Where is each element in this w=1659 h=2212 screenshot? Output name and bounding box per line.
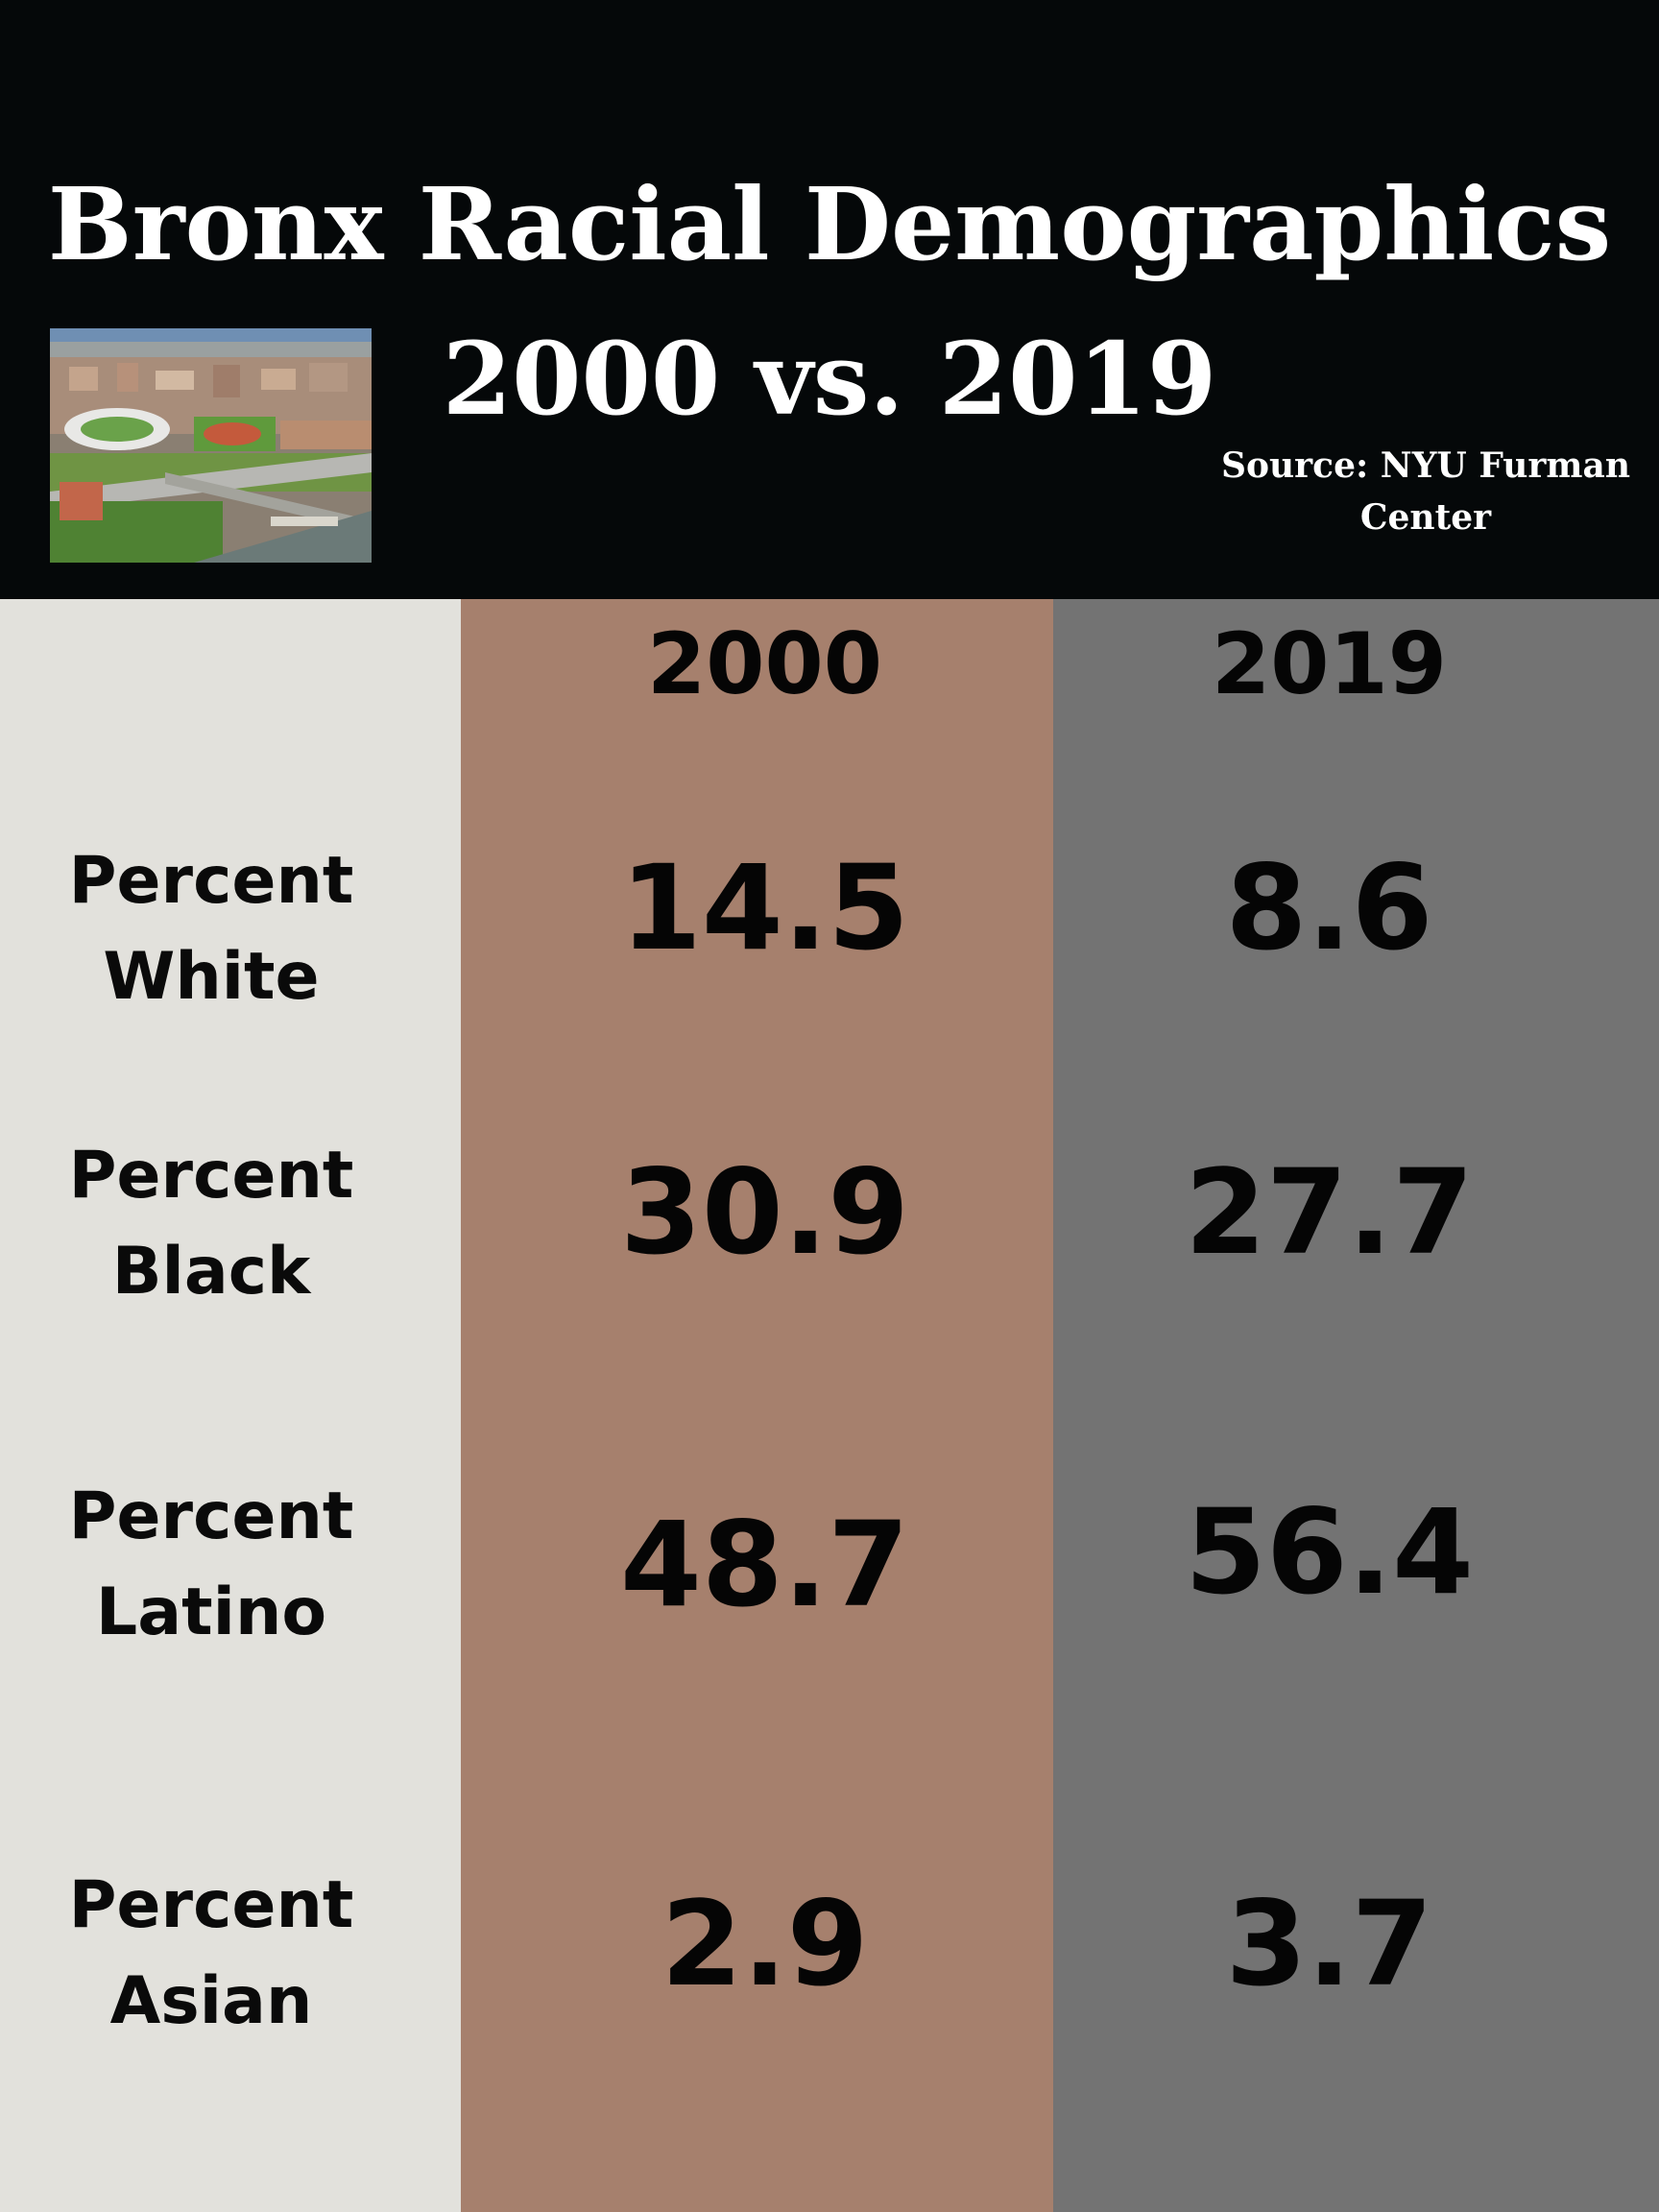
row-label-latino: Percent Latino [0,1469,422,1661]
row-label-black: Percent Black [0,1128,422,1320]
value-2000-black: 30.9 [619,1144,909,1281]
row-label-line2: Asian [109,1963,313,2039]
value-2019-asian: 3.7 [1225,1876,1433,2012]
year-2019-header: 2019 [1212,614,1447,713]
row-label-asian: Percent Asian [0,1858,422,2050]
row-label-line1: Percent [68,1867,354,1943]
header-banner: Bronx Racial Demographics 2000 vs. 2019 … [0,0,1659,599]
bronx-aerial-photo [50,328,372,563]
year-2000-column [461,599,1053,2212]
row-label-line1: Percent [68,1479,354,1554]
value-2000-latino: 48.7 [619,1497,909,1633]
source-line1: Source: NYU Furman [1221,445,1630,486]
year-2000-header: 2000 [647,614,882,713]
value-2019-black: 27.7 [1184,1144,1474,1281]
row-label-line2: Black [111,1234,311,1310]
value-2000-white: 14.5 [619,840,909,976]
row-label-line2: White [103,939,320,1015]
source-note: Source: NYU Furman Center [1219,440,1632,543]
row-label-line1: Percent [68,843,354,919]
value-2019-white: 8.6 [1225,840,1433,976]
value-2019-latino: 56.4 [1184,1484,1474,1621]
page-title-line1: Bronx Racial Demographics [47,165,1612,283]
row-label-line2: Latino [95,1575,327,1650]
label-column [0,599,461,2212]
source-line2: Center [1359,497,1492,538]
page-title-line2: 2000 vs. 2019 [442,320,1217,438]
year-2019-column [1053,599,1659,2212]
value-2000-asian: 2.9 [661,1876,869,2012]
row-label-line1: Percent [68,1138,354,1214]
row-label-white: Percent White [0,833,422,1025]
